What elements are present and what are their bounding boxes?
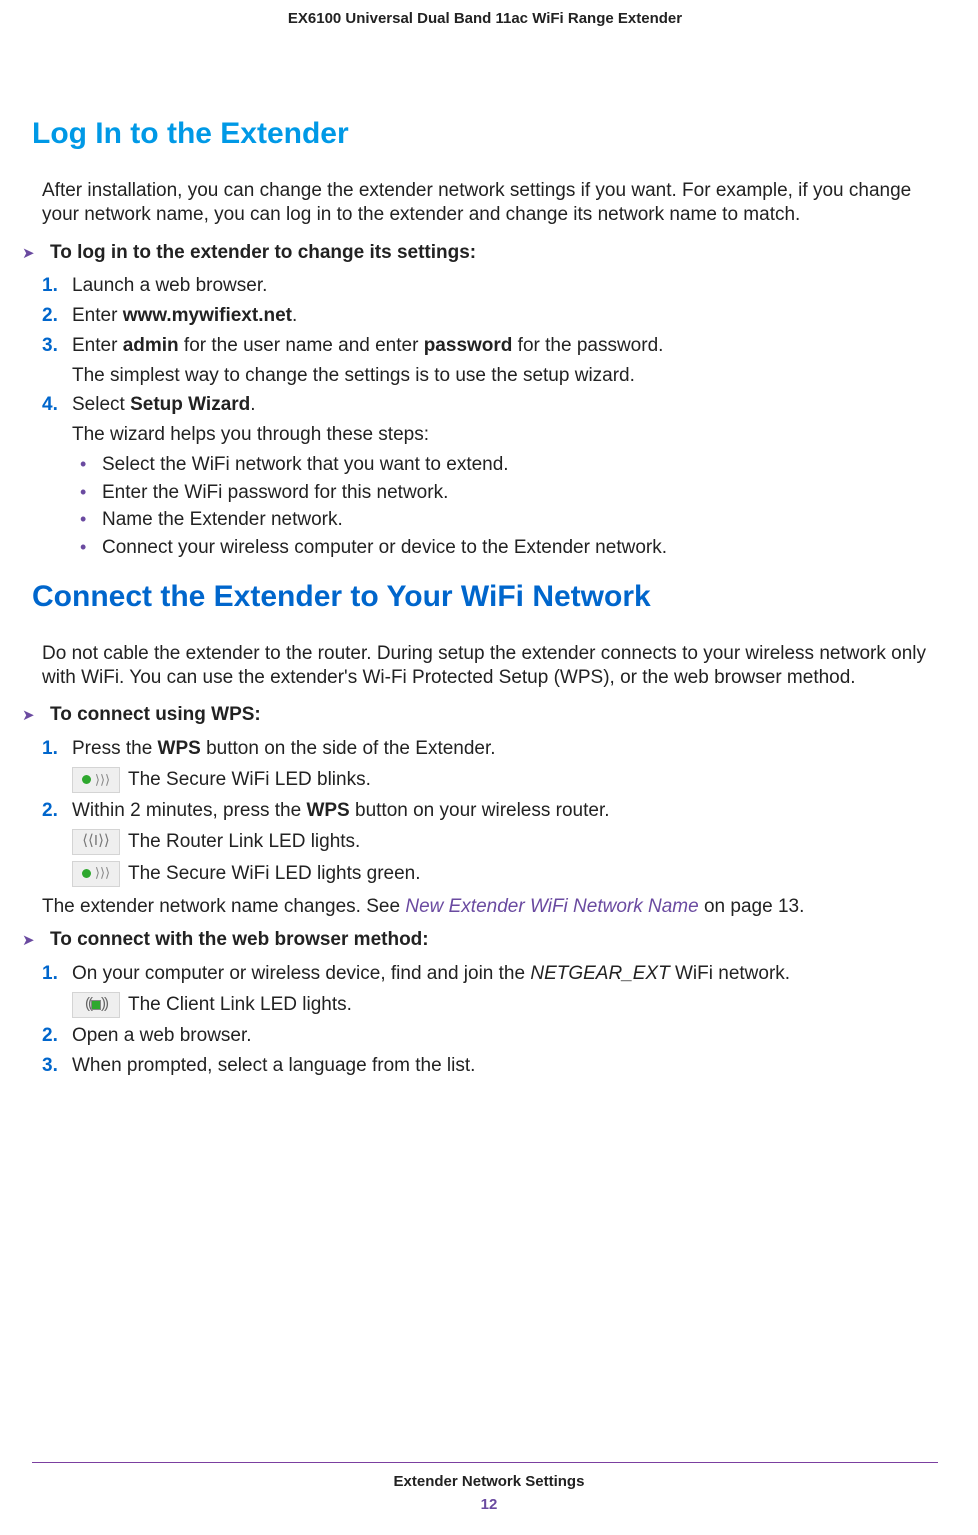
led-text: The Secure WiFi LED lights green.	[128, 862, 421, 886]
step-text: When prompted, select a language from th…	[72, 1055, 475, 1076]
login-step-3: 3. Enter admin for the user name and ent…	[72, 334, 938, 388]
secure-wifi-led-icon: ⟩⟩⟩	[72, 767, 120, 793]
led-text: The Secure WiFi LED blinks.	[128, 768, 371, 792]
step-number: 2.	[42, 304, 58, 328]
procedure-wps-heading: ➤ To connect using WPS:	[22, 703, 938, 727]
step-text: Within 2 minutes, press the WPS button o…	[72, 800, 610, 821]
step-note: The simplest way to change the settings …	[72, 364, 938, 388]
step-text: Select Setup Wizard.	[72, 394, 256, 415]
step-text: Press the WPS button on the side of the …	[72, 738, 496, 759]
step-text: Enter admin for the user name and enter …	[72, 335, 663, 356]
page-header: EX6100 Universal Dual Band 11ac WiFi Ran…	[32, 0, 938, 97]
substep: Select the WiFi network that you want to…	[102, 453, 938, 477]
login-step-4: 4. Select Setup Wizard. The wizard helps…	[72, 393, 938, 560]
wps-steps: 1. Press the WPS button on the side of t…	[72, 737, 938, 887]
router-link-led-icon: ⟨⟨I⟩⟩	[72, 829, 120, 855]
wps-step-1: 1. Press the WPS button on the side of t…	[72, 737, 938, 793]
step-number: 3.	[42, 334, 58, 358]
web-steps: 1. On your computer or wireless device, …	[72, 962, 938, 1077]
procedure-login-label: To log in to the extender to change its …	[50, 241, 476, 265]
step-text: On your computer or wireless device, fin…	[72, 963, 790, 984]
step-number: 1.	[42, 962, 58, 986]
intro-login: After installation, you can change the e…	[42, 179, 938, 227]
step-text: Launch a web browser.	[72, 275, 267, 296]
step-number: 2.	[42, 1024, 58, 1048]
client-link-led-icon: (())	[72, 992, 120, 1018]
secure-wifi-led-icon: ⟩⟩⟩	[72, 861, 120, 887]
procedure-web-heading: ➤ To connect with the web browser method…	[22, 928, 938, 952]
led-secure-green: ⟩⟩⟩ The Secure WiFi LED lights green.	[72, 861, 938, 887]
step-note: The wizard helps you through these steps…	[72, 423, 938, 447]
login-steps: 1. Launch a web browser. 2. Enter www.my…	[72, 274, 938, 560]
step-number: 1.	[42, 274, 58, 298]
procedure-wps-label: To connect using WPS:	[50, 703, 261, 727]
substep: Enter the WiFi password for this network…	[102, 481, 938, 505]
step-text: Open a web browser.	[72, 1025, 252, 1046]
name-change-note: The extender network name changes. See N…	[42, 895, 938, 919]
substep: Name the Extender network.	[102, 508, 938, 532]
led-text: The Router Link LED lights.	[128, 830, 360, 854]
procedure-login-heading: ➤ To log in to the extender to change it…	[22, 241, 938, 265]
footer-page-number: 12	[0, 1496, 978, 1513]
cross-ref-link[interactable]: New Extender WiFi Network Name	[405, 896, 698, 917]
wizard-substeps: Select the WiFi network that you want to…	[102, 453, 938, 560]
page-footer: Extender Network Settings 12	[0, 1462, 978, 1513]
footer-chapter: Extender Network Settings	[0, 1473, 978, 1490]
substep: Connect your wireless computer or device…	[102, 536, 938, 560]
led-text: The Client Link LED lights.	[128, 993, 352, 1017]
arrow-icon: ➤	[22, 931, 40, 949]
led-router-link: ⟨⟨I⟩⟩ The Router Link LED lights.	[72, 829, 938, 855]
footer-rule	[32, 1462, 938, 1463]
step-number: 2.	[42, 799, 58, 823]
step-text: Enter www.mywifiext.net.	[72, 305, 297, 326]
arrow-icon: ➤	[22, 706, 40, 724]
login-step-1: 1. Launch a web browser.	[72, 274, 938, 298]
led-secure-blinks: ⟩⟩⟩ The Secure WiFi LED blinks.	[72, 767, 938, 793]
step-number: 3.	[42, 1054, 58, 1078]
wps-step-2: 2. Within 2 minutes, press the WPS butto…	[72, 799, 938, 887]
heading-login: Log In to the Extender	[32, 117, 938, 151]
web-step-3: 3. When prompted, select a language from…	[72, 1054, 938, 1078]
step-number: 4.	[42, 393, 58, 417]
procedure-web-label: To connect with the web browser method:	[50, 928, 429, 952]
intro-connect: Do not cable the extender to the router.…	[42, 642, 938, 690]
step-number: 1.	[42, 737, 58, 761]
arrow-icon: ➤	[22, 244, 40, 262]
web-step-2: 2. Open a web browser.	[72, 1024, 938, 1048]
heading-connect: Connect the Extender to Your WiFi Networ…	[32, 580, 938, 614]
led-client-link: (()) The Client Link LED lights.	[72, 992, 938, 1018]
web-step-1: 1. On your computer or wireless device, …	[72, 962, 938, 1018]
login-step-2: 2. Enter www.mywifiext.net.	[72, 304, 938, 328]
